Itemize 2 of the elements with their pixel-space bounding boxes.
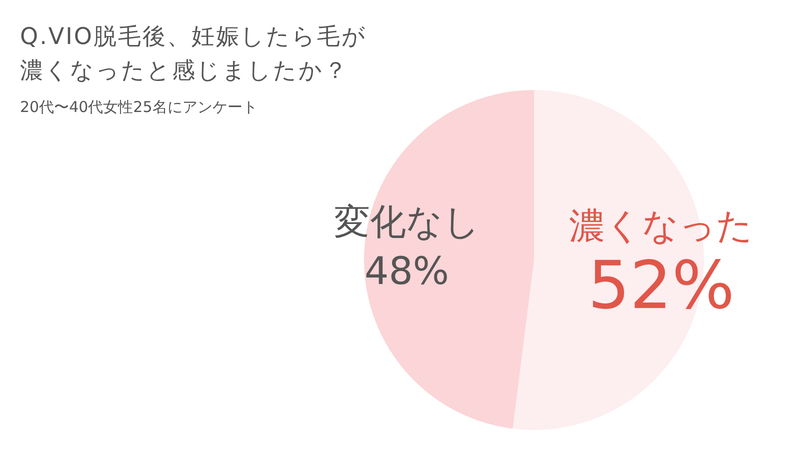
title: Q.VIO脱毛後、妊娠したら毛が濃くなったと感じましたか？ <box>20 23 368 86</box>
subtitle: 20代〜40代女性25名にアンケート <box>20 98 258 116</box>
